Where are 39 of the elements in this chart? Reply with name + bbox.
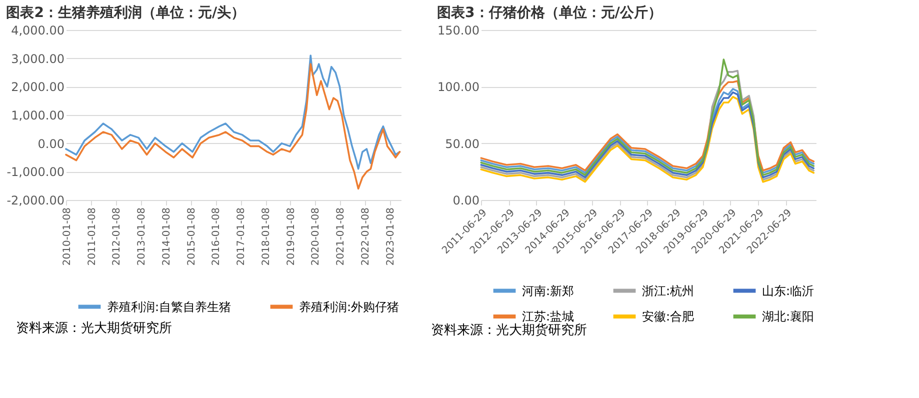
legend-label: 养殖利润:自繁自养生猪 xyxy=(107,300,232,314)
legend-label: 养殖利润:外购仔猪 xyxy=(299,300,400,314)
legend-label: 山东:临沂 xyxy=(762,284,814,298)
x-tick-label: 2022-01-08 xyxy=(360,208,372,266)
y-tick-label: -1,000.00 xyxy=(6,165,64,180)
legend-label: 江苏:盐城 xyxy=(522,310,574,324)
x-tick-label: 2020-01-08 xyxy=(310,208,322,266)
y-tick-label: 150.00 xyxy=(438,24,480,38)
y-tick-label: 3,000.00 xyxy=(11,52,64,66)
x-tick-label: 2010-01-08 xyxy=(62,208,73,266)
x-tick-label: 2018-01-08 xyxy=(261,208,272,266)
chart-title: 图表2：生猪养殖利润（单位：元/头） xyxy=(6,4,246,21)
line-series xyxy=(65,54,401,170)
x-tick-label: 2016-01-08 xyxy=(211,208,222,266)
y-tick-label: -2,000.00 xyxy=(6,194,64,208)
legend-label: 浙江:杭州 xyxy=(642,284,694,298)
x-tick-label: 2011-01-08 xyxy=(86,208,98,266)
x-tick-label: 2015-01-08 xyxy=(186,208,198,266)
x-tick-label: 2019-01-08 xyxy=(286,208,297,266)
y-tick-label: 100.00 xyxy=(438,80,480,94)
y-tick-label: 4,000.00 xyxy=(11,24,64,38)
y-tick-label: 0.00 xyxy=(452,194,480,208)
chart-title: 图表3：仔猪价格（单位：元/公斤） xyxy=(437,4,662,21)
legend-label: 安徽:合肥 xyxy=(642,310,694,324)
y-tick-label: 2,000.00 xyxy=(11,80,64,94)
x-tick-label: 2013-01-08 xyxy=(136,208,148,266)
legend-label: 湖北:襄阳 xyxy=(762,310,814,324)
x-tick-label: 2014-01-08 xyxy=(161,208,172,266)
text: 资料来源：光大期货研究所 xyxy=(16,321,172,336)
x-tick-label: 2021-01-08 xyxy=(336,208,347,266)
legend-label: 河南:新郑 xyxy=(522,284,574,298)
x-tick-label: 2017-01-08 xyxy=(236,208,248,266)
x-tick-label: 2023-01-08 xyxy=(385,208,396,266)
x-tick-label: 2012-01-08 xyxy=(112,208,123,266)
y-tick-label: 50.00 xyxy=(445,136,480,151)
text: 资料来源：光大期货研究所 xyxy=(431,323,587,338)
line-series xyxy=(65,63,401,190)
y-tick-label: 1,000.00 xyxy=(11,108,64,122)
y-tick-label: 0.00 xyxy=(38,136,64,151)
